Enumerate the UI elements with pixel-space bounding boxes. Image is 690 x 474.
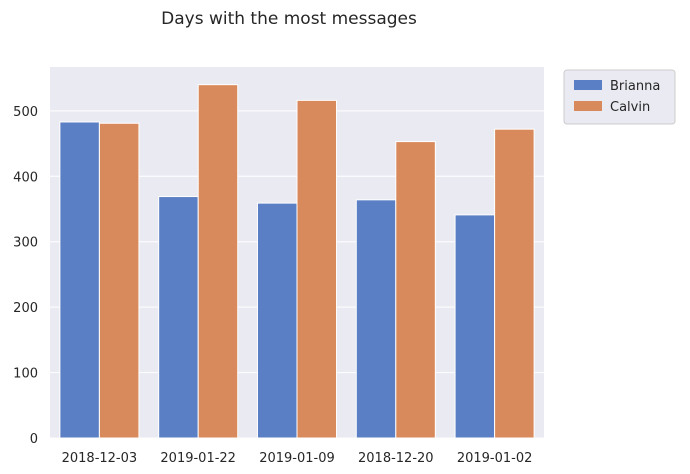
bar-calvin-2019-01-02 (494, 128, 535, 439)
bars (59, 84, 535, 439)
bar-calvin-2019-01-09 (296, 99, 338, 439)
chart-title: Days with the most messages (161, 9, 417, 29)
legend-label-brianna: Brianna (610, 79, 660, 94)
bar-calvin-2018-12-20 (395, 141, 436, 439)
legend-swatch-brianna (574, 80, 602, 90)
bar-brianna-2018-12-03 (59, 121, 100, 439)
y-tick-label: 400 (13, 170, 38, 185)
x-axis-ticks: 2018-12-03 2019-01-22 2019-01-09 2018-12-20… (62, 451, 533, 466)
bar-brianna-2019-01-22 (158, 196, 199, 439)
y-tick-label: 300 (13, 236, 38, 251)
legend-swatch-calvin (574, 101, 602, 111)
legend-label-calvin: Calvin (610, 100, 650, 115)
y-tick-label: 0 (30, 432, 38, 447)
bar-brianna-2019-01-02 (454, 214, 496, 439)
x-tick-label: 2019-01-22 (160, 451, 236, 466)
legend: Brianna Calvin (563, 69, 676, 125)
y-tick-label: 200 (13, 301, 38, 316)
bar-brianna-2019-01-09 (256, 202, 298, 439)
x-tick-label: 2019-01-09 (259, 451, 335, 466)
y-tick-label: 500 (13, 105, 38, 120)
x-tick-label: 2018-12-20 (358, 451, 434, 466)
x-tick-label: 2019-01-02 (457, 451, 533, 466)
y-tick-label: 100 (13, 367, 38, 382)
x-tick-label: 2018-12-03 (62, 451, 138, 466)
bar-calvin-2019-01-22 (197, 84, 239, 439)
bar-calvin-2018-12-03 (98, 122, 140, 439)
y-axis-ticks: 0 100 200 300 400 500 (13, 105, 38, 447)
bar-brianna-2018-12-20 (355, 199, 397, 439)
